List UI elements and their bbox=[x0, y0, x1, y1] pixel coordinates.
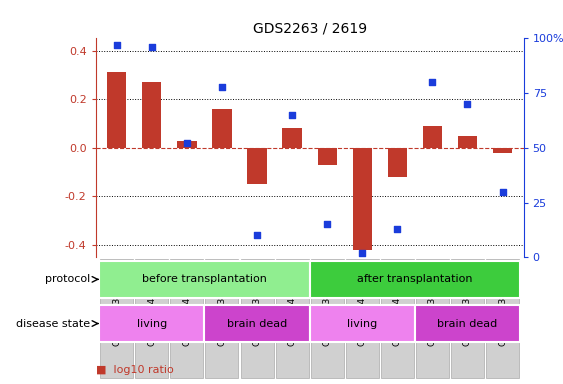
Text: GSM115039: GSM115039 bbox=[253, 291, 262, 346]
Point bbox=[148, 44, 157, 50]
Point bbox=[288, 112, 297, 118]
Text: GSM115041: GSM115041 bbox=[358, 291, 367, 346]
Text: living: living bbox=[137, 318, 167, 329]
Text: protocol: protocol bbox=[45, 274, 90, 285]
FancyBboxPatch shape bbox=[99, 305, 204, 342]
Point bbox=[323, 221, 332, 227]
FancyBboxPatch shape bbox=[416, 260, 449, 377]
Bar bbox=[107, 73, 127, 148]
Point bbox=[182, 141, 191, 147]
FancyBboxPatch shape bbox=[204, 305, 310, 342]
Text: GSM115038: GSM115038 bbox=[498, 291, 507, 346]
Point bbox=[428, 79, 437, 85]
Text: ■  log10 ratio: ■ log10 ratio bbox=[96, 365, 173, 375]
Point bbox=[463, 101, 472, 107]
FancyBboxPatch shape bbox=[135, 260, 168, 377]
Text: before transplantation: before transplantation bbox=[142, 274, 267, 285]
Text: GSM115034: GSM115034 bbox=[112, 291, 121, 346]
Point bbox=[393, 226, 402, 232]
Text: GSM115036: GSM115036 bbox=[323, 291, 332, 346]
FancyBboxPatch shape bbox=[240, 260, 274, 377]
Text: after transplantation: after transplantation bbox=[357, 274, 472, 285]
Bar bbox=[458, 136, 477, 148]
FancyBboxPatch shape bbox=[100, 260, 133, 377]
Title: GDS2263 / 2619: GDS2263 / 2619 bbox=[253, 22, 367, 36]
FancyBboxPatch shape bbox=[486, 260, 519, 377]
Text: brain dead: brain dead bbox=[437, 318, 498, 329]
FancyBboxPatch shape bbox=[346, 260, 379, 377]
Bar bbox=[493, 148, 512, 153]
Point bbox=[498, 189, 507, 195]
FancyBboxPatch shape bbox=[311, 260, 343, 377]
Bar bbox=[142, 82, 162, 148]
Point bbox=[217, 83, 226, 89]
FancyBboxPatch shape bbox=[276, 260, 309, 377]
Bar bbox=[283, 128, 302, 148]
FancyBboxPatch shape bbox=[381, 260, 414, 377]
Text: living: living bbox=[347, 318, 377, 329]
Point bbox=[112, 42, 121, 48]
Text: GSM115037: GSM115037 bbox=[463, 291, 472, 346]
Point bbox=[358, 250, 367, 256]
Text: GSM115033: GSM115033 bbox=[217, 291, 226, 346]
Bar bbox=[247, 148, 267, 184]
FancyBboxPatch shape bbox=[310, 305, 415, 342]
FancyBboxPatch shape bbox=[171, 260, 203, 377]
Text: brain dead: brain dead bbox=[227, 318, 287, 329]
FancyBboxPatch shape bbox=[415, 305, 520, 342]
Bar bbox=[388, 148, 407, 177]
Text: disease state: disease state bbox=[16, 318, 90, 329]
FancyBboxPatch shape bbox=[310, 261, 520, 298]
Text: GSM115043: GSM115043 bbox=[148, 291, 157, 346]
FancyBboxPatch shape bbox=[451, 260, 484, 377]
FancyBboxPatch shape bbox=[205, 260, 239, 377]
Bar bbox=[212, 109, 231, 148]
Text: GSM115035: GSM115035 bbox=[428, 291, 437, 346]
Bar bbox=[318, 148, 337, 165]
FancyBboxPatch shape bbox=[99, 261, 310, 298]
Text: GSM115040: GSM115040 bbox=[288, 291, 297, 346]
Text: GSM115042: GSM115042 bbox=[393, 291, 402, 346]
Point bbox=[253, 232, 262, 238]
Bar bbox=[352, 148, 372, 250]
Bar bbox=[423, 126, 442, 148]
Text: GSM115044: GSM115044 bbox=[182, 291, 191, 346]
Bar bbox=[177, 141, 196, 148]
